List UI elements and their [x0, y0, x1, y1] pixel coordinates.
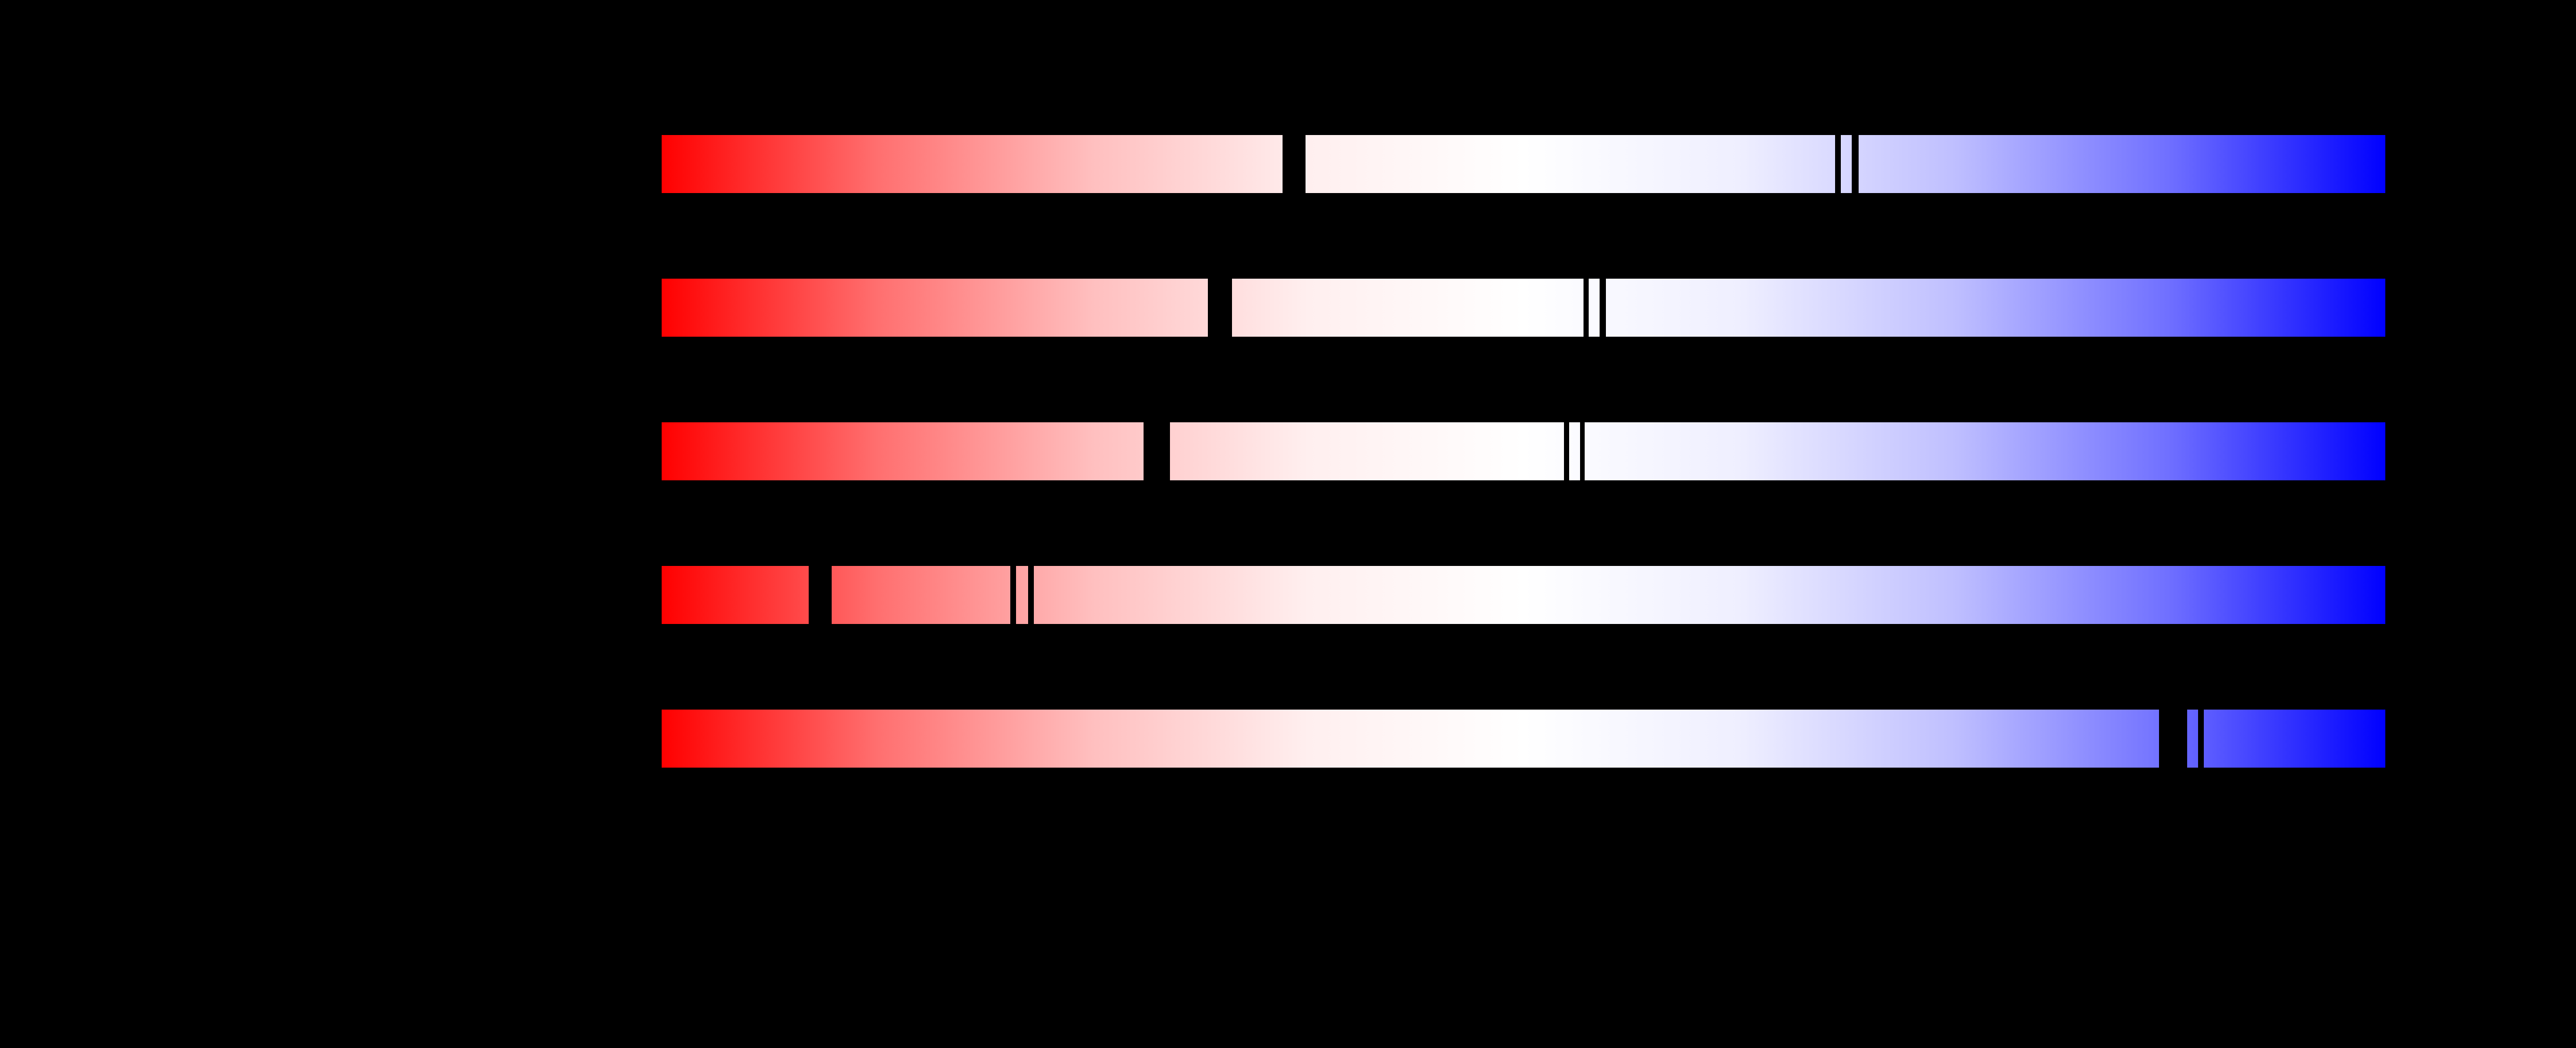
- gradient-bar-bar-2: [662, 278, 2385, 337]
- thick-separator-icon: [1283, 134, 1306, 194]
- thin-separator-icon: [1564, 422, 1569, 481]
- thin-separator-icon: [1028, 565, 1034, 625]
- thin-separator-icon: [1584, 278, 1589, 337]
- thick-separator-icon: [1144, 422, 1170, 481]
- gradient-bar-bar-1: [662, 134, 2385, 194]
- thin-separator-icon: [1835, 134, 1841, 194]
- thick-separator-icon: [2159, 709, 2187, 768]
- thin-separator-icon: [1600, 278, 1606, 337]
- thick-separator-icon: [1208, 278, 1232, 337]
- gradient-bar-bar-4: [662, 565, 2385, 625]
- gradient-bar-bar-5: [662, 709, 2385, 768]
- thin-separator-icon: [1852, 134, 1859, 194]
- thick-separator-icon: [809, 565, 832, 625]
- thin-separator-icon: [1580, 422, 1585, 481]
- thin-separator-icon: [2198, 709, 2204, 768]
- gradient-bar-bar-3: [662, 422, 2385, 481]
- thin-separator-icon: [1010, 565, 1016, 625]
